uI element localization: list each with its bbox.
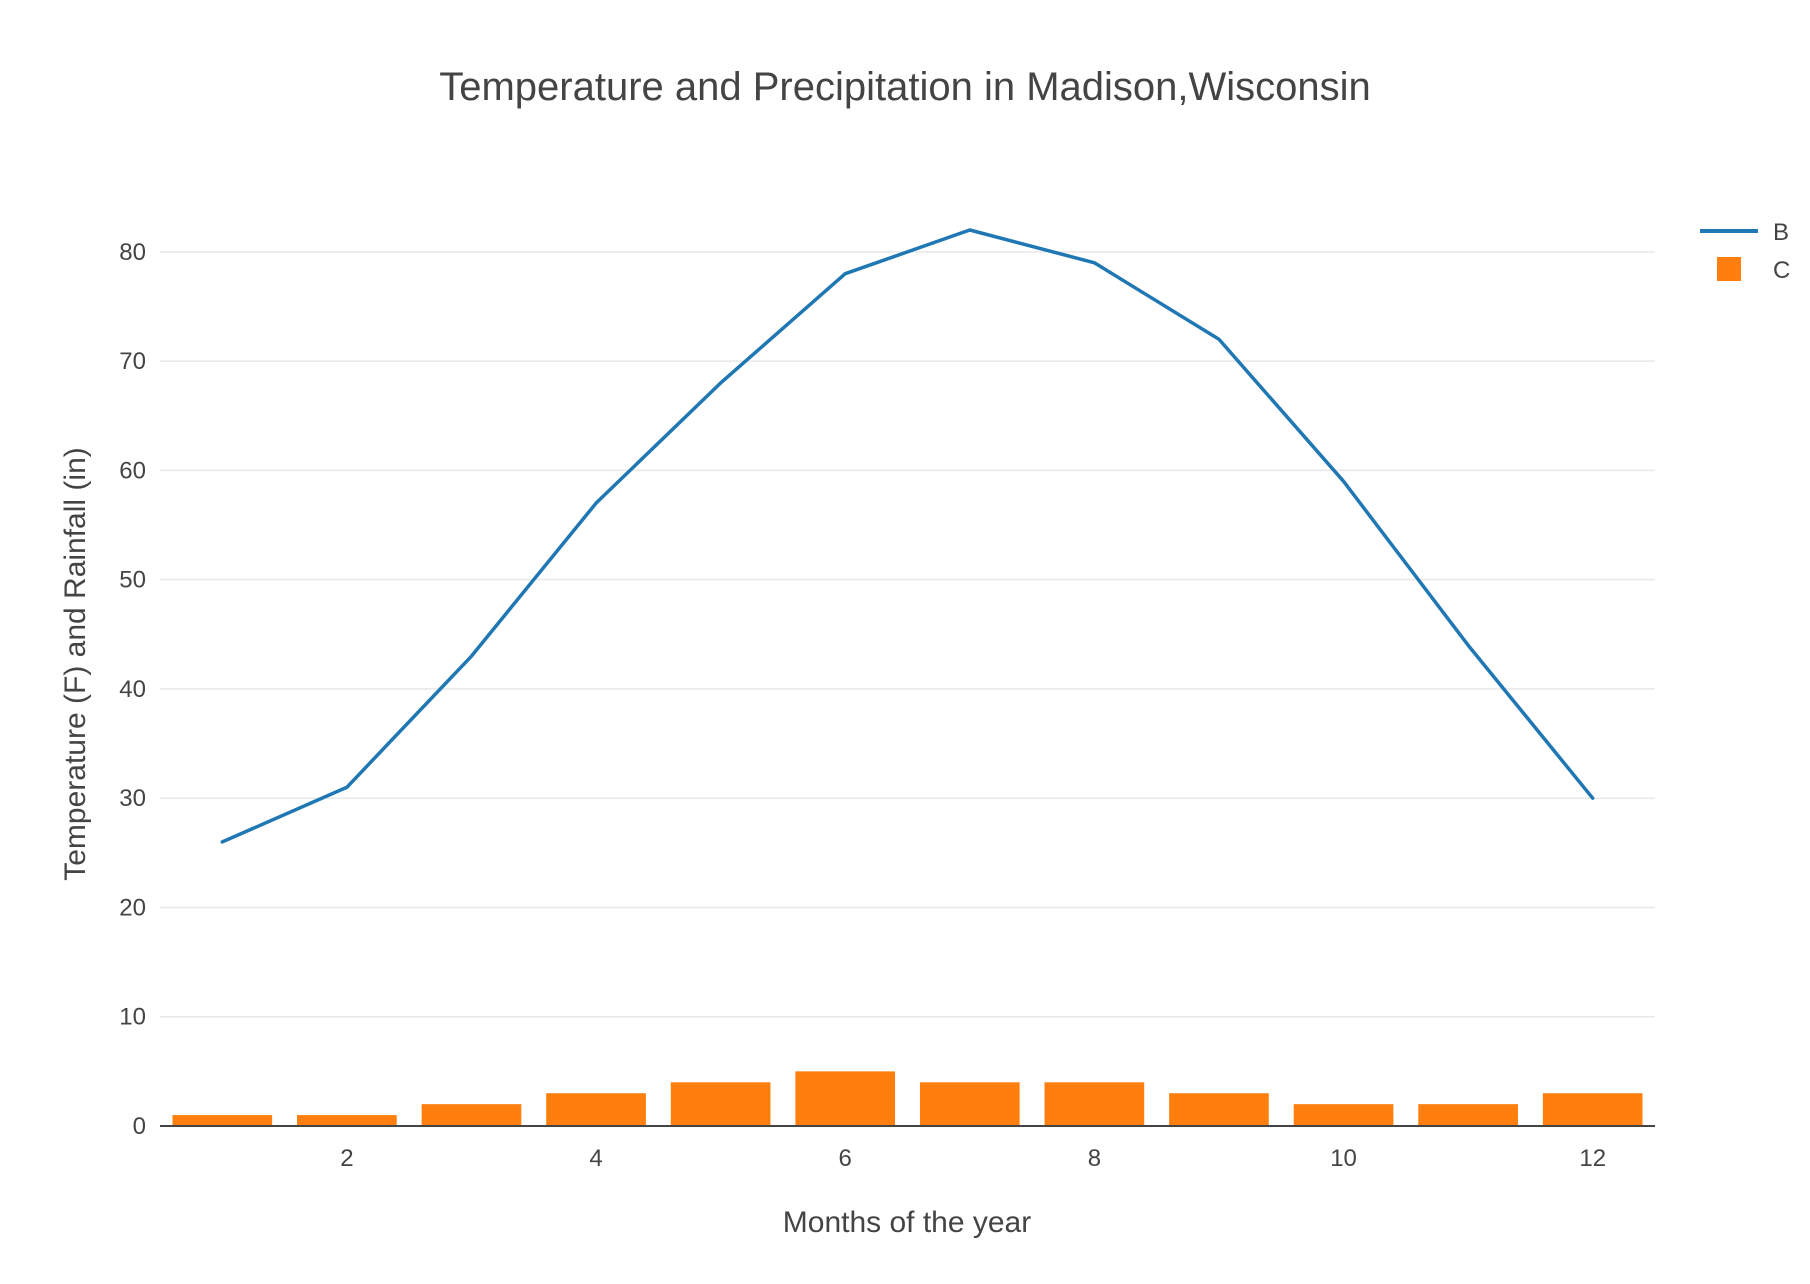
bar bbox=[421, 1104, 522, 1126]
x-tick-label: 4 bbox=[589, 1145, 602, 1172]
y-tick-label: 80 bbox=[119, 239, 146, 266]
x-tick-label: 2 bbox=[340, 1145, 353, 1172]
line-series bbox=[220, 228, 1595, 844]
x-tick-label: 12 bbox=[1579, 1145, 1606, 1172]
x-tick-label: 8 bbox=[1088, 1145, 1101, 1172]
legend-item[interactable]: C bbox=[1717, 257, 1790, 284]
y-tick-label: 30 bbox=[119, 785, 146, 812]
y-tick-label: 40 bbox=[119, 676, 146, 703]
y-tick-label: 20 bbox=[119, 894, 146, 921]
bar bbox=[172, 1115, 273, 1126]
bar bbox=[670, 1082, 771, 1126]
bar bbox=[1542, 1093, 1643, 1126]
bar bbox=[297, 1115, 397, 1126]
x-tick-label: 10 bbox=[1330, 1145, 1357, 1172]
y-tick-label: 50 bbox=[119, 567, 146, 594]
bar bbox=[1418, 1104, 1518, 1126]
y-tick-label: 0 bbox=[133, 1113, 146, 1140]
legend-label: C bbox=[1773, 257, 1790, 284]
y-axis-title: Temperature (F) and Rainfall (in) bbox=[59, 447, 92, 881]
chart-title: Temperature and Precipitation in Madison… bbox=[439, 65, 1371, 109]
y-tick-labels: 0 10 20 30 40 50 60 70 80 bbox=[119, 239, 146, 1140]
legend-bar-swatch bbox=[1717, 257, 1741, 281]
legend-label: B bbox=[1773, 219, 1789, 246]
x-axis-title: Months of the year bbox=[783, 1206, 1031, 1239]
bar bbox=[1169, 1093, 1269, 1126]
y-tick-label: 60 bbox=[119, 457, 146, 484]
gridlines bbox=[160, 251, 1655, 1018]
y-tick-label: 10 bbox=[119, 1004, 146, 1031]
bar-series bbox=[172, 1071, 1643, 1126]
series-line bbox=[220, 228, 1595, 844]
y-tick-label: 70 bbox=[119, 348, 146, 375]
bar bbox=[1293, 1104, 1394, 1126]
x-tick-labels: 2 4 6 8 10 12 bbox=[340, 1145, 1606, 1172]
bar bbox=[795, 1071, 896, 1126]
legend-item[interactable]: B bbox=[1700, 219, 1789, 246]
bar bbox=[546, 1093, 646, 1126]
bar bbox=[919, 1082, 1020, 1126]
legend[interactable]: BC bbox=[1700, 219, 1790, 284]
x-tick-label: 6 bbox=[839, 1145, 852, 1172]
bar bbox=[1044, 1082, 1145, 1126]
